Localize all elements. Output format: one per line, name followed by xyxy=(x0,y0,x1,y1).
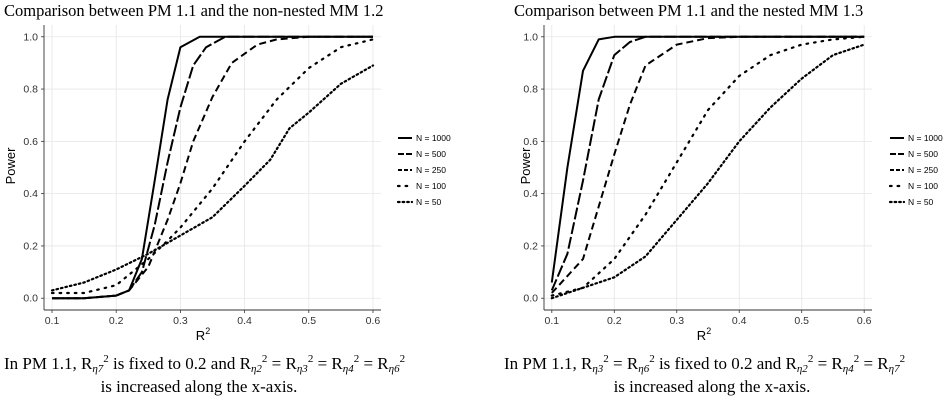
x-axis-title: R2 xyxy=(697,326,711,343)
chart-title: Comparison between PM 1.1 and the nested… xyxy=(514,1,863,20)
legend: N = 1000 N = 500 N = 250 N = 100 N = 50 xyxy=(888,133,943,207)
caption-line-1: In PM 1.1, Rη72 is fixed to 0.2 and Rη22… xyxy=(4,353,405,375)
x-tick-labels: 0.1 0.2 0.3 0.4 0.5 0.6 xyxy=(545,315,872,327)
x-tick-label: 0.6 xyxy=(857,315,872,327)
x-tick-label: 0.6 xyxy=(366,315,381,327)
legend-label: N = 1000 xyxy=(416,133,451,143)
legend: N = 1000 N = 500 N = 250 N = 100 N = 50 xyxy=(396,133,451,207)
y-tick-label: 0.4 xyxy=(523,188,538,200)
series-lines xyxy=(50,35,375,300)
axes xyxy=(41,25,381,313)
gridlines xyxy=(544,25,872,310)
x-tick-label: 0.2 xyxy=(607,315,622,327)
gridlines xyxy=(44,25,381,310)
series-line-50 xyxy=(50,64,375,292)
legend-label: N = 1000 xyxy=(908,133,943,143)
series-line-250 xyxy=(52,35,373,300)
x-axis-title-base: R xyxy=(196,328,205,343)
legend-label: N = 50 xyxy=(908,197,934,207)
y-tick-label: 0.6 xyxy=(523,136,538,148)
y-tick-label: 0.8 xyxy=(23,84,38,96)
panel-left: Comparison between PM 1.1 and the non-ne… xyxy=(3,1,451,396)
legend-label: N = 100 xyxy=(908,181,938,191)
x-tick-label: 0.3 xyxy=(173,315,188,327)
legend-label: N = 250 xyxy=(416,165,446,175)
caption-line-2: is increased along the x-axis. xyxy=(614,377,811,396)
x-tick-label: 0.1 xyxy=(545,315,560,327)
caption-prefix: In PM 1.1, R xyxy=(4,354,93,373)
legend-label: N = 50 xyxy=(416,197,442,207)
caption-prefix: In PM 1.1, R xyxy=(504,354,593,373)
legend-label: N = 500 xyxy=(416,149,446,159)
y-tick-label: 0.0 xyxy=(523,293,538,305)
x-tick-label: 0.4 xyxy=(732,315,747,327)
x-axis-title-base: R xyxy=(697,328,706,343)
caption-line-2: is increased along the x-axis. xyxy=(101,377,298,396)
chart-title: Comparison between PM 1.1 and the non-ne… xyxy=(4,1,383,20)
x-tick-label: 0.5 xyxy=(301,315,316,327)
panel-right: Comparison between PM 1.1 and the nested… xyxy=(504,1,943,396)
series-line-250 xyxy=(551,35,865,294)
y-axis-title: Power xyxy=(3,147,18,185)
y-tick-label: 0.0 xyxy=(23,293,38,305)
series-lines xyxy=(550,35,866,300)
caption-line-1: In PM 1.1, Rη32 = Rη62 is fixed to 0.2 a… xyxy=(504,353,905,375)
x-axis-title-sup: 2 xyxy=(706,326,711,336)
y-tick-label: 1.0 xyxy=(23,31,38,43)
series-line-100 xyxy=(50,38,375,295)
series-line-1000 xyxy=(52,35,373,300)
y-tick-label: 0.6 xyxy=(23,136,38,148)
legend-label: N = 100 xyxy=(416,181,446,191)
x-tick-label: 0.1 xyxy=(45,315,60,327)
legend-label: N = 500 xyxy=(908,149,938,159)
axes xyxy=(541,25,872,313)
y-tick-labels: 0.0 0.2 0.4 0.6 0.8 1.0 xyxy=(23,31,38,304)
series-line-100 xyxy=(550,35,866,297)
series-line-50 xyxy=(550,43,866,300)
y-tick-label: 0.8 xyxy=(523,84,538,96)
x-tick-label: 0.5 xyxy=(794,315,809,327)
series-line-500 xyxy=(52,35,373,300)
x-tick-label: 0.2 xyxy=(109,315,124,327)
legend-label: N = 250 xyxy=(908,165,938,175)
y-tick-label: 0.4 xyxy=(23,188,38,200)
y-tick-label: 0.2 xyxy=(523,240,538,252)
x-tick-labels: 0.1 0.2 0.3 0.4 0.5 0.6 xyxy=(45,315,381,327)
series-line-500 xyxy=(550,35,865,291)
y-tick-label: 0.2 xyxy=(23,240,38,252)
x-axis-title: R2 xyxy=(196,326,210,343)
y-axis-title: Power xyxy=(518,147,533,185)
y-tick-labels: 0.0 0.2 0.4 0.6 0.8 1.0 xyxy=(523,31,538,304)
x-tick-label: 0.3 xyxy=(669,315,684,327)
x-axis-title-sup: 2 xyxy=(205,326,210,336)
x-tick-label: 0.4 xyxy=(237,315,252,327)
y-tick-label: 1.0 xyxy=(523,31,538,43)
